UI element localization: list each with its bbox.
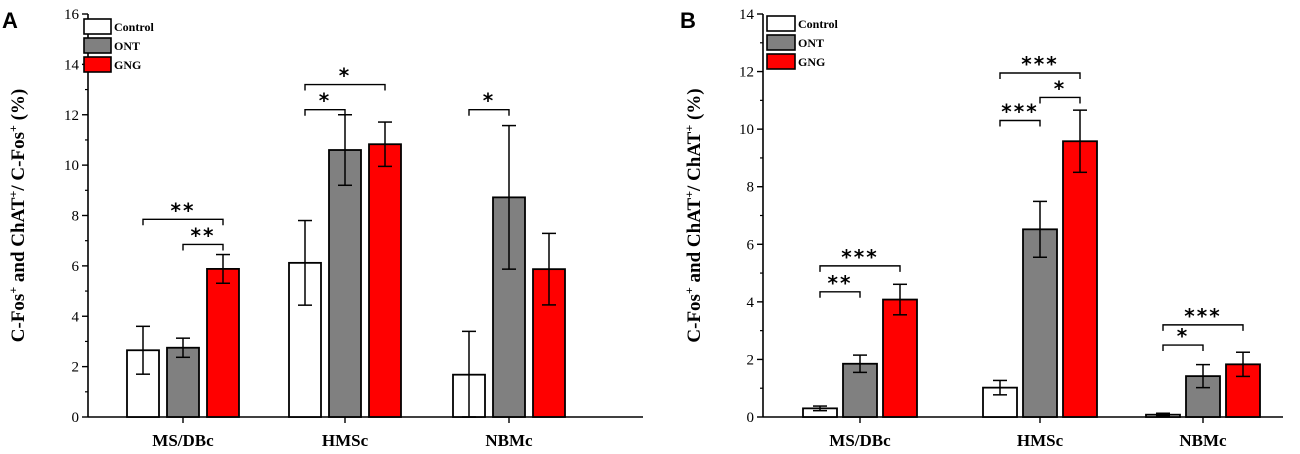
- y-tick-label: 14: [739, 7, 755, 23]
- y-tick-label: 12: [64, 108, 79, 124]
- y-axis-label-part: / ChAT: [684, 131, 705, 192]
- significance-bracket: [819, 291, 861, 298]
- significance-bracket: [468, 109, 510, 116]
- significance-bracket: [999, 72, 1081, 80]
- bar-gng: [206, 267, 240, 418]
- y-tick-label: 14: [64, 57, 80, 73]
- y-axis-label-superscript: +: [6, 125, 20, 132]
- legend-label: GNG: [798, 55, 825, 69]
- y-tick-label: 8: [72, 209, 80, 225]
- significance-label: **: [171, 198, 196, 222]
- legend-label: ONT: [114, 39, 140, 53]
- y-axis-label-part: and ChAT: [684, 197, 705, 287]
- y-tick-label: 2: [72, 360, 80, 376]
- y-axis-label: C-Fos+ and ChAT+/ C-Fos+ (%): [6, 89, 29, 342]
- significance-label: *: [483, 89, 495, 113]
- legend-swatch-control: [766, 15, 796, 32]
- legend-swatch-ont: [83, 37, 112, 54]
- x-tick-label: HMSc: [322, 431, 369, 450]
- y-tick-label: 10: [739, 122, 754, 138]
- y-tick-label: 16: [64, 7, 80, 23]
- bar-gng: [882, 298, 918, 418]
- legend-label: GNG: [114, 58, 141, 72]
- y-tick-label: 10: [64, 158, 79, 174]
- significance-label: **: [828, 271, 853, 295]
- legend-swatch-gng: [766, 53, 796, 70]
- y-tick-label: 2: [747, 352, 755, 368]
- y-axis-label-part: C-Fos: [684, 294, 705, 343]
- significance-bracket: [304, 109, 346, 116]
- significance-label: *: [1054, 76, 1066, 100]
- significance-label: *: [1177, 324, 1189, 348]
- significance-bracket: [1039, 96, 1081, 104]
- y-axis-label-superscript: +: [6, 287, 20, 294]
- y-axis-label: C-Fos+ and ChAT+/ ChAT+ (%): [682, 88, 705, 342]
- x-tick-label: NBMc: [485, 431, 533, 450]
- significance-bracket: [999, 119, 1041, 127]
- bar-ont: [1022, 228, 1058, 418]
- y-axis-label-part: and ChAT: [8, 197, 29, 287]
- y-tick-label: 4: [747, 295, 755, 311]
- legend-label: Control: [798, 17, 838, 31]
- significance-bracket: [1162, 344, 1204, 352]
- x-tick-label: MS/DBc: [829, 431, 891, 450]
- y-tick-label: 8: [747, 180, 755, 196]
- y-axis-label-part: C-Fos: [8, 294, 29, 343]
- legend-swatch-gng: [83, 56, 112, 73]
- significance-label: ***: [1021, 52, 1058, 76]
- y-tick-label: 0: [747, 410, 755, 426]
- bar-gng: [1062, 140, 1098, 418]
- legend-label: Control: [114, 20, 154, 34]
- bar-ont: [328, 149, 362, 418]
- significance-label: *: [319, 89, 331, 113]
- y-axis-label-superscript: +: [682, 125, 696, 132]
- y-axis-label-part: (%): [684, 88, 705, 124]
- y-axis-label-superscript: +: [682, 287, 696, 294]
- significance-bracket: [304, 83, 386, 91]
- significance-label: *: [339, 64, 351, 88]
- panel-letter: B: [680, 8, 696, 33]
- bar-ont: [166, 346, 200, 418]
- significance-label: ***: [1001, 100, 1038, 124]
- x-tick-label: HMSc: [1017, 431, 1064, 450]
- legend-label: ONT: [798, 36, 824, 50]
- significance-bracket: [142, 218, 224, 226]
- y-axis-label-part: / C-Fos: [8, 132, 29, 192]
- significance-label: **: [191, 223, 216, 247]
- y-axis-label-superscript: +: [682, 191, 696, 198]
- x-tick-label: MS/DBc: [152, 431, 214, 450]
- y-tick-label: 4: [72, 309, 80, 325]
- y-axis-label-part: (%): [8, 89, 29, 125]
- y-tick-label: 12: [739, 65, 754, 81]
- significance-label: ***: [1184, 304, 1221, 328]
- y-tick-label: 6: [72, 259, 80, 275]
- panel-letter: A: [2, 8, 18, 33]
- bar-gng: [368, 143, 402, 418]
- significance-bracket: [182, 243, 224, 251]
- significance-bracket: [1162, 324, 1244, 331]
- legend-swatch-ont: [766, 34, 796, 51]
- y-tick-label: 6: [747, 237, 755, 253]
- x-tick-label: NBMc: [1179, 431, 1227, 450]
- legend-swatch-control: [83, 18, 112, 35]
- significance-label: ***: [841, 245, 878, 269]
- significance-bracket: [819, 265, 901, 272]
- y-axis-label-superscript: +: [6, 190, 20, 197]
- y-tick-label: 0: [72, 410, 80, 426]
